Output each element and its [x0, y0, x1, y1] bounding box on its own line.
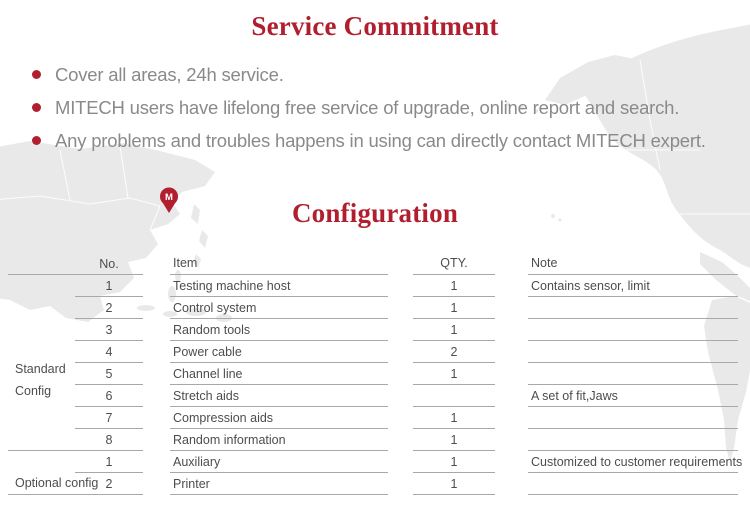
table-row: 7 Compression aids 1 [0, 407, 750, 429]
table-header-row: No. Item QTY. Note [0, 252, 750, 275]
cell-item: Random information [170, 429, 388, 451]
cell-no: 1 [75, 451, 143, 473]
map-location-pin-icon: M [160, 187, 178, 213]
cell-item: Compression aids [170, 407, 388, 429]
cell-note: Customized to customer requirements [528, 451, 742, 473]
cell-qty: 1 [413, 363, 495, 385]
group-column-rule [8, 494, 143, 495]
cell-no: 2 [105, 477, 113, 491]
group-label-standard-config: Standard Config [15, 362, 66, 398]
cell-note: Contains sensor, limit [528, 275, 738, 297]
group-column-rule [8, 274, 143, 275]
cell-qty: 2 [413, 341, 495, 363]
cell-qty: 1 [413, 297, 495, 319]
group-column-rule [8, 450, 143, 451]
list-item: MITECH users have lifelong free service … [32, 91, 742, 124]
cell-note [528, 473, 738, 495]
cell-item: Auxiliary [170, 451, 388, 473]
cell-item: Power cable [170, 341, 388, 363]
cell-qty: 1 [413, 275, 495, 297]
table-row: 5 Channel line 1 [0, 363, 750, 385]
cell-no: 7 [75, 407, 143, 429]
cell-no: 3 [75, 319, 143, 341]
cell-no: 2 [75, 297, 143, 319]
table-row: 2 Control system 1 [0, 297, 750, 319]
cell-qty [413, 385, 495, 407]
cell-no: 4 [75, 341, 143, 363]
table-row: 1 Auxiliary 1 Customized to customer req… [0, 451, 750, 473]
bullet-text: Any problems and troubles happens in usi… [55, 129, 706, 151]
cell-note [528, 429, 738, 451]
cell-item: Testing machine host [170, 275, 388, 297]
list-item: Any problems and troubles happens in usi… [32, 124, 742, 157]
bullet-icon [32, 103, 41, 112]
table-row: 4 Power cable 2 [0, 341, 750, 363]
column-header-note: Note [528, 252, 738, 275]
table-row: 6 Stretch aids A set of fit,Jaws [0, 385, 750, 407]
cell-item: Control system [170, 297, 388, 319]
cell-no: 6 [75, 385, 143, 407]
cell-note [528, 341, 738, 363]
table-row: 2 Printer 1 [0, 473, 750, 495]
cell-qty: 1 [413, 451, 495, 473]
cell-note: A set of fit,Jaws [528, 385, 738, 407]
bullet-icon [32, 70, 41, 79]
cell-qty: 1 [413, 429, 495, 451]
service-bullet-list: Cover all areas, 24h service. MITECH use… [32, 58, 742, 157]
table-row: 1 Testing machine host 1 Contains sensor… [0, 275, 750, 297]
cell-no: 8 [105, 433, 113, 447]
cell-item: Random tools [170, 319, 388, 341]
column-header-item: Item [170, 252, 388, 275]
list-item: Cover all areas, 24h service. [32, 58, 742, 91]
bullet-text: MITECH users have lifelong free service … [55, 96, 680, 118]
column-header-no: No. [99, 256, 119, 271]
cell-note [528, 297, 738, 319]
table-row: 8 Random information 1 [0, 429, 750, 451]
configuration-table: Standard Config Optional config No. Item… [0, 252, 750, 495]
column-header-qty: QTY. [413, 252, 495, 275]
bullet-text: Cover all areas, 24h service. [55, 63, 284, 85]
cell-item: Channel line [170, 363, 388, 385]
cell-no: 1 [75, 275, 143, 297]
service-commitment-title: Service Commitment [251, 11, 499, 41]
cell-note [528, 407, 738, 429]
cell-qty: 1 [413, 407, 495, 429]
cell-note [528, 363, 738, 385]
bullet-icon [32, 136, 41, 145]
group-label-optional-config: Optional config [15, 476, 99, 490]
cell-qty: 1 [413, 319, 495, 341]
cell-item: Stretch aids [170, 385, 388, 407]
cell-qty: 1 [413, 473, 495, 495]
cell-no: 5 [75, 363, 143, 385]
pin-letter: M [165, 192, 173, 203]
cell-note [528, 319, 738, 341]
configuration-title: Configuration [291, 198, 459, 228]
table-row: 3 Random tools 1 [0, 319, 750, 341]
cell-item: Printer [170, 473, 388, 495]
